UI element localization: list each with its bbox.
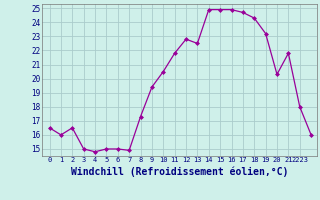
X-axis label: Windchill (Refroidissement éolien,°C): Windchill (Refroidissement éolien,°C): [70, 166, 288, 177]
